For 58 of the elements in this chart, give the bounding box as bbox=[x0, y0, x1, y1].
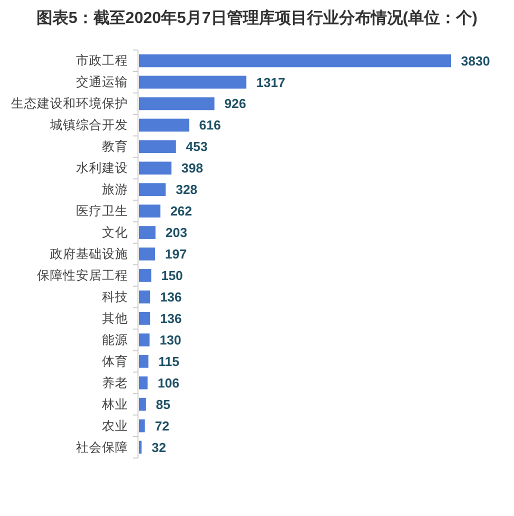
bar bbox=[139, 248, 156, 260]
y-tick-label: 旅游 bbox=[102, 182, 128, 197]
y-tick-label: 保障性安居工程 bbox=[37, 267, 128, 282]
bar bbox=[139, 54, 451, 68]
y-tick-label: 体育 bbox=[102, 353, 128, 368]
bar bbox=[139, 333, 150, 346]
y-tick-label: 政府基础设施 bbox=[50, 246, 128, 261]
data-label: 136 bbox=[160, 289, 182, 304]
bar bbox=[139, 183, 166, 196]
data-label: 115 bbox=[158, 354, 180, 369]
chart-title: 图表5：截至2020年5月7日管理库项目行业分布情况(单位：个) bbox=[36, 9, 478, 27]
bar bbox=[139, 140, 176, 154]
data-label: 3830 bbox=[461, 53, 490, 68]
y-tick-label: 养老 bbox=[102, 374, 128, 390]
bar bbox=[139, 269, 152, 282]
data-label: 106 bbox=[158, 375, 180, 390]
data-label: 203 bbox=[166, 225, 188, 240]
y-tick-label: 生态建设和环境保护 bbox=[11, 96, 128, 111]
y-tick-label: 教育 bbox=[102, 138, 128, 154]
y-tick-label: 水利建设 bbox=[76, 161, 128, 176]
data-label: 32 bbox=[152, 440, 166, 455]
y-tick-label: 医疗卫生 bbox=[76, 204, 128, 218]
bar bbox=[139, 312, 150, 325]
data-label: 136 bbox=[160, 310, 182, 326]
data-label: 150 bbox=[161, 268, 183, 284]
bar bbox=[139, 97, 214, 110]
bar bbox=[139, 204, 160, 218]
bar bbox=[139, 419, 145, 432]
data-label: 616 bbox=[199, 118, 221, 133]
data-label: 197 bbox=[165, 246, 187, 262]
data-label: 926 bbox=[224, 96, 246, 112]
y-tick-label: 文化 bbox=[102, 226, 128, 240]
y-tick-label: 林业 bbox=[101, 397, 128, 412]
bar bbox=[139, 118, 190, 132]
bar bbox=[139, 398, 146, 411]
y-tick-label: 社会保障 bbox=[76, 440, 128, 454]
bar bbox=[139, 226, 156, 239]
bar bbox=[139, 162, 172, 175]
data-label: 1317 bbox=[256, 74, 286, 90]
data-label: 262 bbox=[170, 204, 192, 219]
y-tick-label: 市政工程 bbox=[76, 54, 128, 68]
data-label: 72 bbox=[154, 418, 170, 434]
bar bbox=[139, 376, 148, 390]
data-label: 130 bbox=[160, 332, 182, 348]
y-tick-label: 能源 bbox=[102, 332, 128, 347]
y-tick-label: 其他 bbox=[102, 311, 128, 326]
bar bbox=[139, 290, 150, 304]
y-tick-label: 城镇综合开发 bbox=[49, 118, 128, 132]
data-label: 453 bbox=[186, 139, 208, 154]
bar bbox=[139, 76, 246, 89]
data-label: 85 bbox=[156, 396, 170, 412]
data-label: 398 bbox=[181, 160, 204, 176]
y-tick-label: 农业 bbox=[102, 418, 128, 433]
y-tick-label: 科技 bbox=[102, 290, 128, 304]
bar bbox=[139, 354, 148, 368]
bar bbox=[139, 440, 142, 454]
y-tick-label: 交通运输 bbox=[76, 74, 128, 90]
data-label: 328 bbox=[176, 182, 198, 198]
